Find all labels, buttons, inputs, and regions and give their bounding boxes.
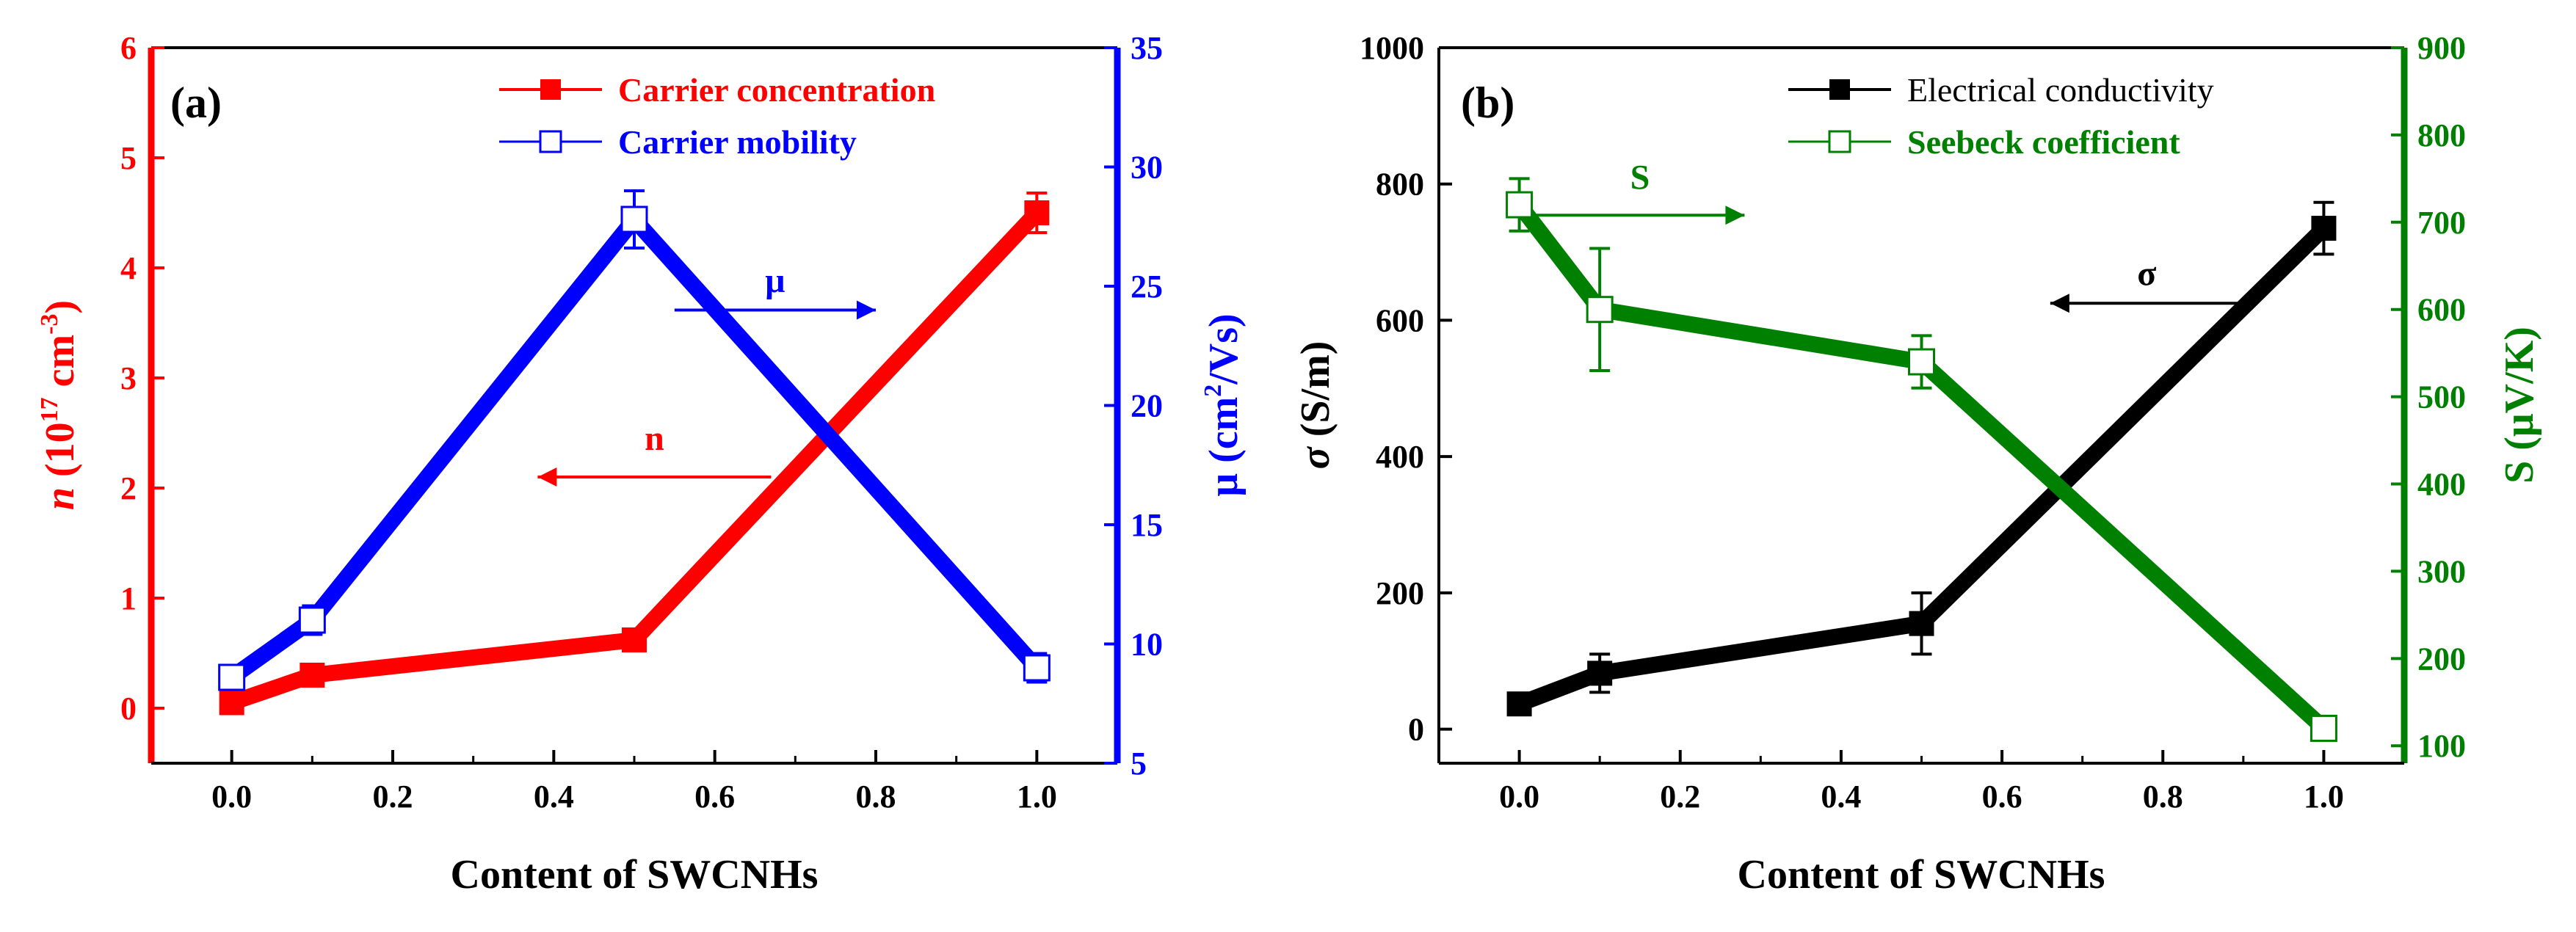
data-point: [620, 205, 648, 233]
legend-label: Carrier mobility: [618, 123, 857, 161]
data-point: [1023, 654, 1051, 682]
data-point: [218, 663, 246, 691]
legend-item-seebeck-coefficient: Seebeck coefficient: [1788, 123, 2180, 161]
y-right-tick-label: 15: [1131, 507, 1163, 543]
y-right-tick-label: 35: [1131, 30, 1163, 66]
annotation-label: S: [1630, 158, 1650, 197]
series-line: [1512, 200, 2329, 735]
y-left-axis-title-b: σ (S/m): [1293, 341, 1338, 470]
legend-label: Seebeck coefficient: [1907, 123, 2180, 161]
y-left-tick-label: 3: [120, 360, 137, 396]
data-point: [298, 606, 326, 634]
panel-label-a: (a): [170, 79, 222, 127]
x-axis-title-a: Content of SWCNHs: [451, 852, 819, 898]
chart-panel-a: 0.0 0.2 0.4 0.6 0.8 1.0 0 1 2 3 4 5 6 5 10 15 20 25 30 35…: [36, 30, 1247, 898]
y-left-tick-label: 600: [1376, 302, 1424, 338]
legend-item-carrier-concentration: Carrier concentration: [499, 71, 935, 109]
legend-b: Electrical conductivity Seebeck coeffici…: [1788, 71, 2214, 161]
annotation-arrow-head: [537, 467, 557, 487]
y-left-tick-label: 0: [120, 691, 137, 727]
x-axis-title-b: Content of SWCNHs: [1738, 852, 2105, 898]
x-tick-label: 0.6: [694, 779, 735, 815]
data-point: [1908, 348, 1935, 376]
legend-marker-filled-square: [540, 79, 561, 100]
y-right-tick-label: 900: [2417, 30, 2466, 66]
legend-item-electrical-conductivity: Electrical conductivity: [1788, 71, 2214, 109]
data-point: [2311, 216, 2337, 241]
x-tick-label: 1.0: [2304, 779, 2344, 815]
y-left-tick-label: 5: [120, 140, 137, 176]
annotation-label: n: [645, 419, 664, 458]
y-right-tick-label: 300: [2417, 553, 2466, 589]
annotation-label: σ: [2137, 255, 2156, 294]
y-right-tick-label: 800: [2417, 117, 2466, 153]
data-point: [1024, 200, 1050, 225]
y-right-tick-label: 20: [1131, 388, 1163, 424]
y-left-tick-label: 400: [1376, 439, 1424, 475]
y-right-tick-label: 5: [1131, 746, 1147, 782]
data-point: [1909, 611, 1934, 636]
series-line: [229, 207, 1043, 710]
x-tick-label: 0.0: [211, 779, 252, 815]
y-left-tick-label: 4: [120, 250, 137, 286]
y-right-tick-label: 10: [1131, 627, 1163, 663]
legend-a: Carrier concentration Carrier mobility: [499, 71, 935, 161]
data-point: [1506, 191, 1534, 219]
annotation-arrow-head: [2050, 294, 2069, 313]
y-right-axis-title-b: S (μV/K): [2497, 327, 2542, 484]
x-tick-label: 0.0: [1499, 779, 1539, 815]
y-left-tick-label: 0: [1408, 712, 1424, 748]
x-tick-label: 0.4: [1821, 779, 1861, 815]
y-left-tick-label: 6: [120, 30, 137, 66]
y-left-tick-label: 1: [120, 580, 137, 616]
chart-panel-b: 0.0 0.2 0.4 0.6 0.8 1.0 0 200 400 600 800 1000 100…: [1293, 30, 2542, 898]
series-line: [227, 211, 1043, 684]
data-point: [622, 627, 647, 652]
y-left-tick-label: 2: [120, 470, 137, 506]
data-point: [1587, 660, 1613, 686]
y-right-tick-label: 700: [2417, 205, 2466, 241]
annotation-arrow-head: [857, 300, 876, 320]
annotation-label: μ: [765, 261, 785, 300]
data-point: [1586, 296, 1614, 324]
data-point: [1506, 691, 1532, 717]
annotation-arrow-head: [1725, 205, 1745, 225]
data-point: [219, 690, 244, 716]
y-right-tick-label: 25: [1131, 269, 1163, 305]
y-right-tick-label: 200: [2417, 641, 2466, 677]
y-right-tick-label: 500: [2417, 379, 2466, 415]
legend-marker-open-square: [539, 130, 562, 153]
y-left-tick-label: 1000: [1360, 30, 1424, 66]
x-tick-label: 0.8: [2143, 779, 2183, 815]
series-line: [1516, 222, 2330, 712]
legend-marker-open-square: [1828, 130, 1851, 153]
y-right-tick-label: 30: [1131, 150, 1163, 186]
y-left-tick-label: 200: [1376, 575, 1424, 611]
x-tick-label: 0.6: [1982, 779, 2022, 815]
y-right-tick-label: 600: [2417, 292, 2466, 328]
x-tick-label: 1.0: [1017, 779, 1057, 815]
y-right-axis-title-a: μ (cm2/Vs): [1200, 313, 1247, 496]
x-tick-label: 0.4: [534, 779, 574, 815]
panel-label-b: (b): [1461, 79, 1514, 127]
x-tick-label: 0.8: [856, 779, 896, 815]
x-tick-label: 0.2: [1660, 779, 1700, 815]
legend-item-carrier-mobility: Carrier mobility: [499, 123, 857, 161]
data-point: [300, 663, 325, 688]
y-left-tick-label: 800: [1376, 167, 1424, 203]
data-point: [2310, 714, 2337, 742]
legend-label: Electrical conductivity: [1907, 71, 2214, 109]
x-tick-label: 0.2: [373, 779, 413, 815]
y-left-axis-title-a: n (1017 cm-3): [36, 300, 83, 510]
legend-marker-filled-square: [1829, 79, 1850, 100]
legend-label: Carrier concentration: [618, 71, 935, 109]
y-right-tick-label: 100: [2417, 728, 2466, 764]
y-right-tick-label: 400: [2417, 467, 2466, 503]
